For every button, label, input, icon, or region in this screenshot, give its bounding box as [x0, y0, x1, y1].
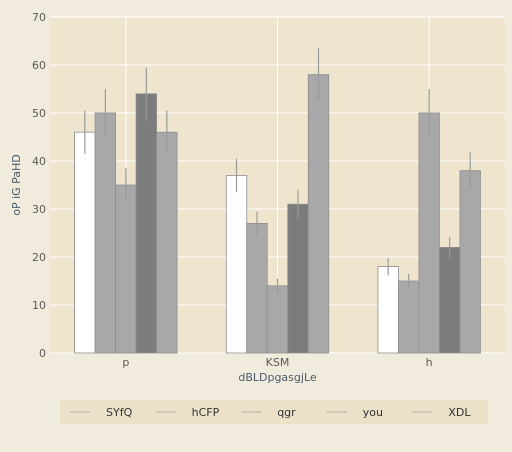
x-tick-label: h: [426, 356, 433, 369]
bar-hCFP-p: [95, 113, 116, 353]
bar-you-p: [136, 94, 157, 353]
y-tick-label: 30: [32, 203, 46, 216]
legend-label: SYfQ: [106, 406, 133, 419]
y-tick-label: 20: [32, 251, 46, 264]
y-tick-label: 60: [32, 59, 46, 72]
bar-you-h: [439, 247, 460, 353]
y-tick-label: 10: [32, 299, 46, 312]
legend-label: XDL: [448, 406, 471, 419]
bar-SYfQ-p: [75, 132, 96, 353]
y-axis-ticks: 0 10 20 30 40 50 60 70: [32, 11, 46, 360]
y-axis-title: oP iG PaHD: [10, 154, 23, 216]
bar-qgr-KSM: [267, 286, 288, 353]
legend-label: you: [363, 406, 383, 419]
bar-XDL-h: [460, 171, 481, 353]
bar-SYfQ-KSM: [226, 175, 247, 353]
legend-label: hCFP: [192, 406, 220, 419]
bar-hCFP-h: [398, 281, 419, 353]
legend-label: qgr: [277, 406, 296, 419]
y-tick-label: 40: [32, 155, 46, 168]
x-axis-title: dBLDpgasgjLe: [238, 371, 317, 384]
bar-XDL-KSM: [308, 75, 329, 353]
bar-qgr-h: [419, 113, 440, 353]
y-tick-label: 70: [32, 11, 46, 24]
bar-SYfQ-h: [378, 267, 399, 353]
bar-qgr-p: [116, 185, 137, 353]
bar-hCFP-KSM: [247, 223, 268, 353]
bar-XDL-p: [157, 132, 178, 353]
x-tick-label: KSM: [266, 356, 290, 369]
legend: SYfQ hCFP qgr you XDL: [60, 400, 488, 424]
bar-you-KSM: [288, 204, 309, 353]
y-tick-label: 50: [32, 107, 46, 120]
y-tick-label: 0: [39, 347, 46, 360]
x-tick-label: p: [122, 356, 129, 369]
x-axis-ticks: p KSM h: [122, 356, 432, 369]
